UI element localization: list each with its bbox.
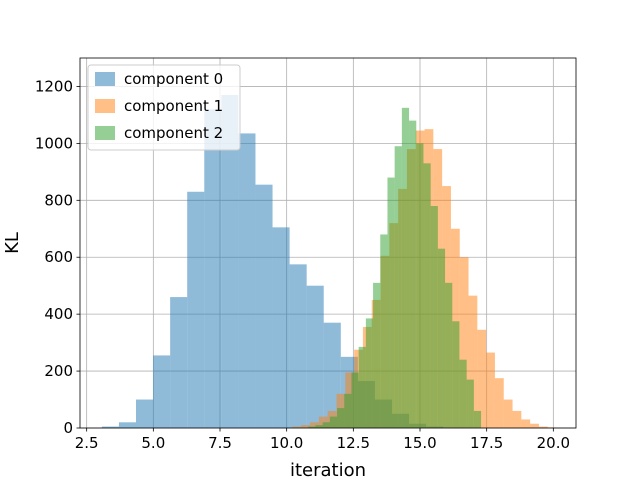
histogram-bar	[255, 184, 273, 428]
histogram-bar	[494, 378, 504, 428]
histogram-bar	[387, 177, 395, 428]
histogram-bar	[308, 426, 316, 428]
histogram-bars	[101, 95, 557, 429]
histogram-bar	[423, 163, 431, 429]
y-tick-label: 200	[44, 362, 73, 380]
histogram-bar	[365, 318, 374, 428]
x-tick-label: 20.0	[537, 434, 570, 452]
x-tick-label: 2.5	[75, 434, 99, 452]
histogram-bar	[459, 359, 467, 428]
histogram-bar	[153, 355, 171, 428]
histogram-bar	[373, 282, 381, 428]
x-tick-label: 15.0	[403, 434, 436, 452]
y-tick-label: 800	[44, 191, 73, 209]
legend-frame	[87, 64, 241, 151]
y-tick-label: 1200	[35, 77, 73, 95]
histogram-bar	[538, 426, 548, 428]
legend-swatch-component-0	[95, 72, 115, 86]
histogram-bar	[306, 285, 324, 428]
histogram-bar	[380, 234, 388, 428]
histogram-bar	[486, 352, 495, 428]
histogram-bar	[409, 120, 417, 428]
histogram-bar	[351, 372, 359, 428]
legend-swatch-component-2	[95, 126, 115, 140]
y-tick-label: 400	[44, 305, 73, 323]
histogram-bar	[310, 422, 319, 428]
legend-swatch-component-1	[95, 99, 115, 113]
histogram-bar	[187, 191, 205, 428]
legend-label-component-1: component 1	[124, 97, 223, 115]
histogram-bar	[118, 422, 136, 428]
x-tick-label: 17.5	[470, 434, 503, 452]
x-tick-label: 10.0	[270, 434, 303, 452]
y-tick-label: 0	[63, 419, 73, 437]
histogram-bar	[204, 109, 222, 428]
histogram-bar	[289, 264, 307, 428]
y-tick-label: 600	[44, 248, 73, 266]
histogram-bar	[452, 321, 460, 428]
histogram-bar	[221, 95, 239, 428]
histogram-bar	[394, 146, 402, 428]
histogram-bar	[503, 399, 513, 428]
axis-ticks: 2.5 5.0 7.5 10.0 12.5 15.0 17.5 20.0 0 200 400 600 8…	[35, 77, 570, 452]
histogram-bar	[344, 393, 352, 428]
histogram-bar	[459, 257, 469, 428]
histogram-bar	[170, 297, 188, 428]
x-tick-label: 12.5	[337, 434, 370, 452]
histogram-bar	[430, 206, 438, 428]
x-tick-label: 5.0	[141, 434, 165, 452]
histogram-bar	[322, 422, 330, 428]
histogram-bar	[477, 329, 487, 428]
histogram-bar	[416, 143, 424, 428]
histogram-bar	[358, 346, 366, 428]
plot-frame	[79, 57, 577, 429]
series-component-2	[308, 107, 482, 429]
histogram-bar	[238, 133, 256, 428]
histogram-bar	[337, 408, 345, 428]
histogram-bar	[468, 295, 478, 428]
histogram-bar	[101, 426, 119, 428]
histogram-bar	[445, 282, 453, 428]
histogram-bar	[521, 419, 531, 428]
histogram-bar	[292, 426, 302, 428]
x-tick-label: 7.5	[208, 434, 232, 452]
y-tick-label: 1000	[35, 134, 73, 152]
series-component-0	[101, 95, 444, 428]
histogram-bar	[136, 399, 154, 428]
x-axis-label: iteration	[290, 460, 366, 480]
histogram-bar	[530, 423, 539, 428]
legend: component 0 component 1 component 2	[87, 64, 241, 151]
histogram-bar	[301, 425, 311, 428]
legend-label-component-2: component 2	[124, 124, 223, 142]
histogram-bar	[272, 227, 290, 428]
histogram-bar	[329, 416, 338, 428]
histogram-bar	[437, 248, 446, 428]
y-axis-label: KL	[2, 232, 23, 254]
histogram-bar	[473, 410, 482, 428]
histogram-bar	[401, 107, 410, 429]
histogram-bar	[512, 410, 522, 428]
histogram-bar	[315, 425, 323, 428]
legend-label-component-0: component 0	[124, 70, 223, 88]
histogram-bar	[466, 379, 474, 428]
